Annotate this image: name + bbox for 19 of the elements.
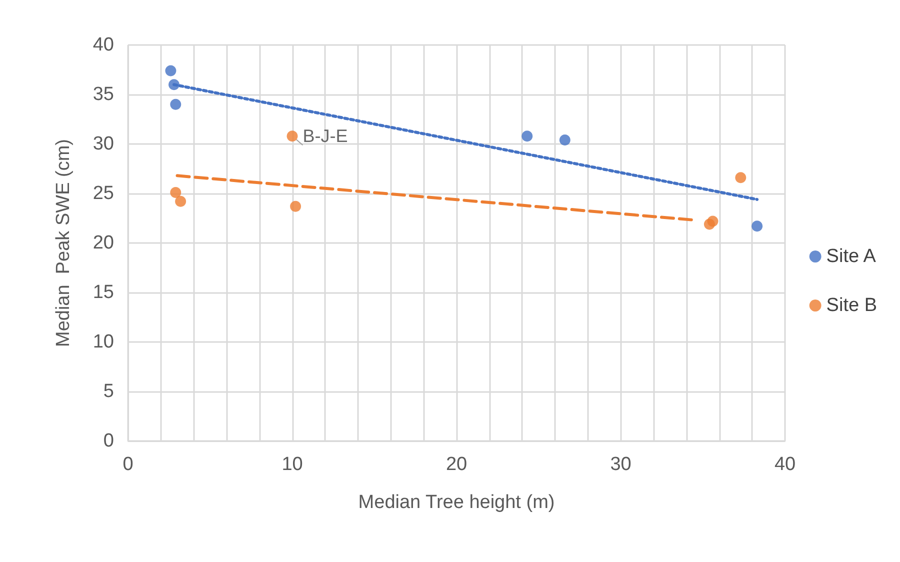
x-tick-label: 40 <box>774 454 796 475</box>
y-tick-label: 10 <box>92 332 114 352</box>
annotation: B-J-E <box>302 126 348 146</box>
y-tick-label: 5 <box>103 381 114 402</box>
x-axis-title: Median Tree height (m) <box>358 492 555 513</box>
x-tick-label: 30 <box>610 454 632 475</box>
y-tick-label: 20 <box>92 232 114 254</box>
y-tick-label: 15 <box>92 282 114 303</box>
y-tick-label: 0 <box>103 430 114 452</box>
y-tick-label: 30 <box>92 134 114 154</box>
y-tick-label: 35 <box>92 84 114 105</box>
x-tick-label: 0 <box>122 454 134 475</box>
x-tick-label: 20 <box>446 454 468 475</box>
legend-label: Site B <box>826 295 878 316</box>
y-tick-label: 25 <box>92 183 114 204</box>
legend-label: Site A <box>826 246 876 267</box>
y-tick-label: 40 <box>92 34 114 56</box>
y-axis-title: Median Peak SWE (cm) <box>53 139 74 347</box>
x-tick-label: 10 <box>282 454 303 475</box>
